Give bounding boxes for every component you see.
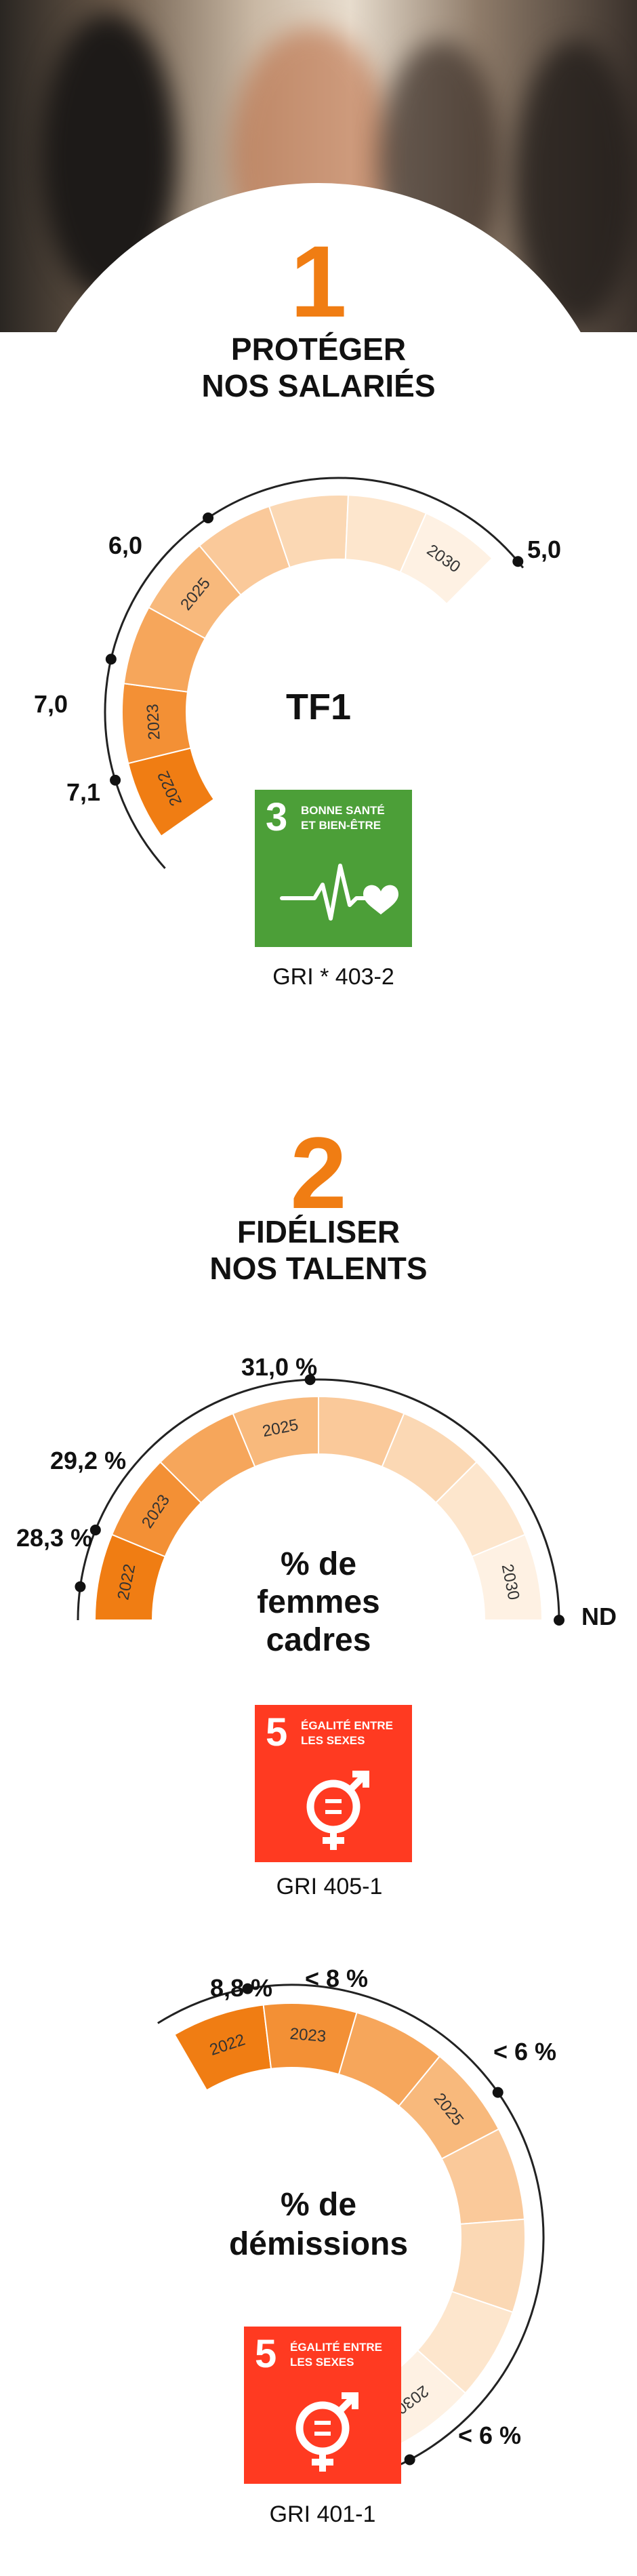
center-label-line2: démissions — [228, 2226, 409, 2262]
tf1-gauge-year-label: 2022 — [154, 768, 186, 809]
sdg-label-line1: ÉGALITÉ ENTRE — [301, 1719, 394, 1732]
tf1-gauge-marker-dot — [105, 653, 117, 665]
tf1-gauge-segment — [127, 747, 215, 837]
resign-gauge-marker-dot — [492, 2087, 504, 2098]
resign-gauge-year-label: 2022 — [207, 2030, 247, 2059]
value-2023: 7,0 — [34, 690, 68, 718]
tf1-gauge-segment — [123, 606, 207, 693]
resign-gauge-segment — [440, 2128, 526, 2226]
resign-gauge-segment — [262, 2003, 358, 2076]
tf1-gauge-year-label: 2023 — [144, 704, 164, 741]
value-2030: < 6 % — [458, 2421, 522, 2449]
sdg-label: ÉGALITÉ ENTRE LES SEXES — [301, 1718, 393, 1748]
sdg-label: BONNE SANTÉ ET BIEN-ÊTRE — [301, 803, 385, 833]
section-2-number: 2 — [290, 1116, 347, 1230]
tf1-gauge-segment — [198, 505, 291, 597]
women-gauge-segment — [434, 1461, 527, 1558]
gender-equality-icon — [295, 2392, 358, 2472]
value-2025: 6,0 — [108, 531, 143, 559]
sdg-number: 3 — [266, 795, 288, 839]
section-1-title: PROTÉGER NOS SALARIÉS — [0, 331, 637, 404]
women-gauge-segment — [318, 1395, 405, 1468]
women-gauge-year-label: 2023 — [138, 1491, 173, 1531]
section-2-title-line1: FIDÉLISER — [237, 1214, 400, 1249]
women-gauge-segment — [110, 1461, 203, 1558]
value-2030: 5,0 — [527, 536, 562, 563]
women-gauge-marker-dot — [75, 1581, 86, 1592]
gri-reference: GRI 401-1 — [269, 2501, 376, 2527]
gri-reference: GRI * 403-2 — [272, 964, 394, 990]
resign-gauge-year-label: 2025 — [430, 2090, 468, 2129]
sdg-label: ÉGALITÉ ENTRE LES SEXES — [290, 2340, 382, 2370]
sdg-label-line1: BONNE SANTÉ — [301, 804, 385, 817]
sdg-label-line2: LES SEXES — [290, 2356, 354, 2369]
tf1-gauge-segment — [399, 512, 493, 605]
tf1-gauge-marker-dot — [512, 556, 524, 567]
tf1-gauge-segment — [121, 683, 192, 765]
value-2025: 31,0 % — [241, 1353, 318, 1381]
women-gauge-segment — [471, 1533, 543, 1621]
tf1-gauge-segment — [344, 494, 428, 573]
tf1-gauge-segment — [148, 544, 242, 640]
sdg-3-badge: 3 BONNE SANTÉ ET BIEN-ÊTRE — [255, 790, 412, 947]
gri-reference: GRI 405-1 — [276, 1874, 383, 1899]
women-gauge-year-label: 2030 — [498, 1563, 523, 1602]
sdg-label-line1: ÉGALITÉ ENTRE — [290, 2341, 383, 2354]
women-gauge-marker-dot — [554, 1615, 564, 1626]
value-2023: < 8 % — [305, 1965, 369, 1992]
women-gauge-segment — [381, 1412, 478, 1504]
sdg-number: 5 — [255, 2332, 277, 2376]
value-2025: < 6 % — [493, 2038, 557, 2066]
women-gauge-segment — [94, 1533, 166, 1621]
center-label-line1: % de — [280, 2187, 357, 2223]
sdg-number: 5 — [266, 1710, 288, 1754]
tf1-gauge-year-label: 2030 — [424, 541, 464, 576]
sdg-label-line2: LES SEXES — [301, 1734, 365, 1747]
value-2022: 8,8 % — [210, 1974, 273, 2002]
value-2023: 29,2 % — [50, 1447, 127, 1474]
gauge-center-label: TF1 — [285, 687, 351, 727]
tf1-gauge-marker-dot — [203, 512, 214, 523]
resign-gauge-year-label: 2023 — [289, 2025, 327, 2046]
sdg-5-badge: 5 ÉGALITÉ ENTRE LES SEXES — [244, 2327, 401, 2484]
hero-photo — [0, 0, 637, 332]
section-1-number: 1 — [290, 224, 347, 338]
resign-gauge-segment — [451, 2218, 526, 2314]
sdg-label-line2: ET BIEN-ÊTRE — [301, 819, 382, 832]
tf1-gauge-marker-dot — [110, 774, 121, 786]
section-2-title-line2: NOS TALENTS — [209, 1251, 428, 1286]
women-gauge-segment — [159, 1412, 256, 1504]
value-2022: 28,3 % — [16, 1524, 93, 1552]
value-2030: ND — [581, 1603, 617, 1630]
tf1-gauge-year-label: 2025 — [177, 574, 214, 613]
resign-gauge-segment — [416, 2291, 514, 2394]
section-2-title: FIDÉLISER NOS TALENTS — [0, 1213, 637, 1287]
sdg-5-badge: 5 ÉGALITÉ ENTRE LES SEXES — [255, 1705, 412, 1862]
center-label-line2: femmes — [257, 1584, 380, 1620]
gauge-center-label: % de femmes cadres — [230, 1546, 407, 1659]
center-label-line3: cadres — [266, 1622, 371, 1658]
resign-gauge-segment — [337, 2011, 441, 2108]
resign-gauge-segment — [173, 2004, 272, 2091]
center-label-line1: % de — [280, 1546, 357, 1582]
women-gauge-segment — [232, 1395, 319, 1468]
resign-gauge-segment — [398, 2055, 500, 2160]
women-gauge-year-label: 2022 — [114, 1563, 139, 1602]
gauge-center-label: % de démissions — [203, 2186, 434, 2264]
tf1-gauge-segment — [268, 494, 350, 569]
resign-gauge-marker-dot — [404, 2454, 415, 2466]
section-1-title-line1: PROTÉGER — [230, 331, 407, 367]
heartbeat-icon — [280, 864, 398, 921]
women-gauge-year-label: 2025 — [261, 1415, 300, 1441]
gender-equality-icon — [306, 1771, 369, 1850]
value-2022: 7,1 — [66, 778, 101, 806]
section-1-title-line2: NOS SALARIÉS — [201, 368, 436, 403]
